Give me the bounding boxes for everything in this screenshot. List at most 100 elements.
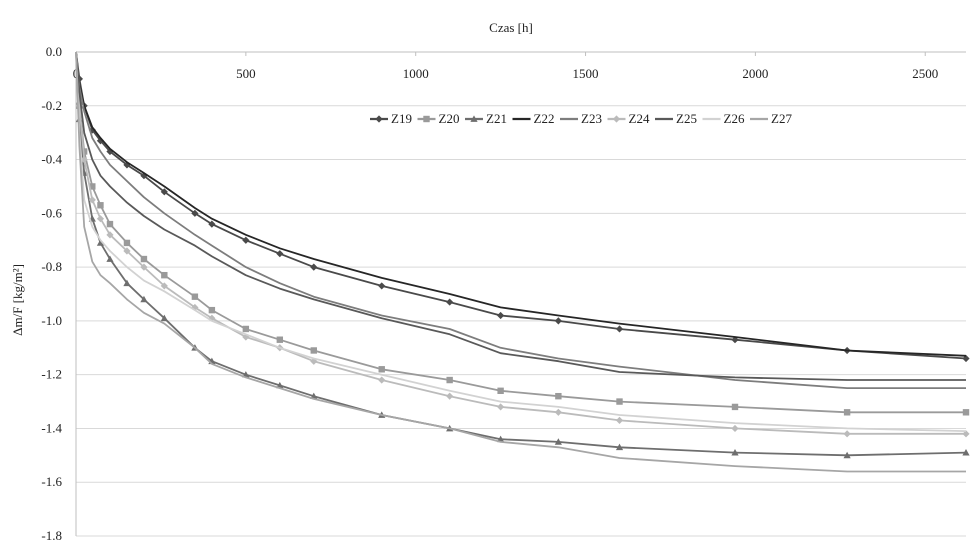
legend-item: Z20 — [417, 111, 459, 126]
y-tick-label: -1.2 — [41, 367, 62, 382]
data-point-marker — [276, 250, 284, 258]
series-line — [75, 51, 967, 360]
data-point-marker — [96, 239, 105, 246]
y-tick-label: -0.2 — [41, 98, 62, 113]
series-line — [75, 51, 966, 473]
legend-item: Z25 — [655, 111, 697, 126]
data-point-marker — [242, 325, 250, 333]
x-tick-label: 1500 — [573, 66, 599, 81]
data-point-marker — [843, 430, 851, 438]
data-point-marker — [731, 336, 739, 344]
y-axis-title: Δm/F [kg/m²] — [10, 264, 25, 336]
x-tick-label: 500 — [236, 66, 256, 81]
data-point-marker — [497, 311, 505, 320]
data-point-marker — [160, 314, 168, 322]
series-z27 — [75, 51, 966, 473]
y-tick-label: -1.4 — [41, 420, 62, 435]
data-point-marker — [375, 115, 383, 123]
legend-item: Z26 — [702, 111, 745, 126]
y-tick-label: 0.0 — [46, 44, 62, 59]
legend-item: Z27 — [750, 111, 792, 126]
y-tick-label: -0.6 — [41, 205, 62, 220]
data-point-marker — [106, 147, 114, 156]
data-point-marker — [843, 409, 851, 416]
legend-item: Z19 — [370, 111, 412, 126]
legend-label: Z22 — [534, 111, 555, 126]
data-point-marker — [310, 347, 317, 354]
legend-item: Z23 — [560, 111, 602, 126]
x-axis-title: Czas [h] — [489, 20, 533, 35]
data-point-marker — [310, 263, 318, 271]
data-point-marker — [731, 403, 739, 411]
data-point-marker — [89, 183, 96, 190]
data-point-marker — [161, 271, 168, 279]
series-z22 — [75, 51, 967, 357]
data-point-marker — [123, 279, 131, 287]
data-point-marker — [731, 449, 739, 456]
data-point-marker — [191, 293, 199, 300]
data-point-marker — [160, 188, 168, 196]
data-point-marker — [378, 376, 386, 384]
data-point-marker — [962, 430, 970, 438]
data-point-marker — [123, 247, 131, 255]
data-point-marker — [97, 202, 104, 209]
series-line — [75, 51, 967, 457]
data-point-marker — [140, 295, 148, 303]
y-tick-label: -1.6 — [41, 474, 62, 489]
legend-label: Z23 — [581, 111, 602, 126]
data-point-marker — [731, 424, 739, 433]
data-point-marker — [962, 409, 970, 416]
x-tick-label: 1000 — [403, 66, 429, 81]
data-point-marker — [276, 336, 284, 343]
x-tick-label: 2000 — [742, 66, 768, 81]
y-tick-label: -0.4 — [41, 152, 62, 167]
data-point-marker — [423, 115, 430, 123]
data-point-marker — [106, 255, 114, 262]
series-line — [75, 51, 966, 381]
series-line — [75, 51, 966, 414]
series-line — [75, 51, 966, 390]
data-point-marker — [843, 451, 851, 459]
data-point-marker — [106, 231, 114, 239]
data-point-marker — [80, 155, 88, 164]
series-line — [75, 51, 966, 435]
data-point-marker — [378, 366, 385, 373]
data-point-marker — [497, 403, 505, 411]
series-z23 — [75, 51, 966, 390]
legend-label: Z21 — [486, 111, 507, 126]
x-tick-label: 2500 — [912, 66, 938, 81]
legend-item: Z22 — [512, 111, 555, 126]
data-point-marker — [140, 263, 148, 271]
legend-label: Z24 — [629, 111, 650, 126]
gridlines — [76, 105, 966, 537]
data-point-marker — [470, 115, 478, 122]
legend-label: Z25 — [676, 111, 697, 126]
data-point-marker — [140, 255, 148, 263]
data-point-marker — [962, 449, 970, 456]
data-point-marker — [616, 398, 623, 405]
data-point-marker — [555, 392, 562, 400]
data-point-marker — [615, 443, 624, 451]
legend: Z19 Z20 Z21 Z22 Z23 Z24 Z25 Z26 Z27 — [370, 111, 792, 126]
data-point-marker — [88, 196, 96, 204]
series-z26 — [75, 51, 967, 432]
legend-label: Z27 — [771, 111, 792, 126]
data-point-marker — [615, 416, 624, 424]
data-point-marker — [554, 438, 562, 445]
data-point-marker — [615, 325, 624, 333]
data-point-marker — [554, 408, 562, 416]
data-point-marker — [191, 209, 199, 217]
series-z25 — [75, 51, 966, 381]
data-point-marker — [554, 317, 562, 325]
data-point-marker — [106, 220, 114, 228]
data-point-marker — [208, 306, 216, 314]
series-line — [75, 51, 967, 432]
data-point-marker — [208, 220, 216, 228]
data-point-marker — [242, 236, 250, 244]
data-point-marker — [96, 215, 105, 223]
legend-label: Z26 — [724, 111, 745, 126]
y-tick-label: -0.8 — [41, 259, 62, 274]
series-z19 — [75, 51, 970, 363]
data-point-marker — [446, 298, 454, 306]
